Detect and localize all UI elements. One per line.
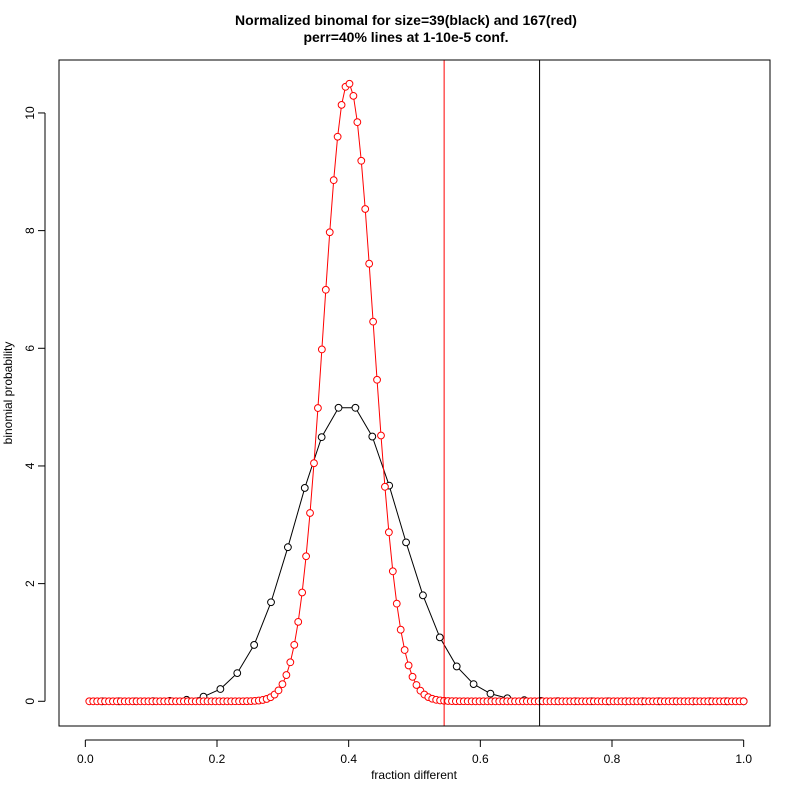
data-point — [298, 588, 307, 597]
x-axis: 0.0 0.2 0.4 0.6 0.8 1.0 — [77, 739, 752, 766]
data-point — [408, 672, 417, 681]
data-point — [381, 482, 389, 491]
x-tick-label: 0.0 — [77, 752, 94, 766]
data-point — [373, 375, 381, 384]
data-point — [357, 156, 366, 165]
data-point — [233, 669, 242, 678]
data-point — [317, 345, 326, 354]
series-line — [102, 407, 744, 702]
data-point — [361, 205, 370, 213]
series-1 — [85, 79, 748, 706]
data-point — [302, 552, 310, 561]
data-point — [300, 484, 309, 492]
y-tick-label: 6 — [23, 345, 37, 352]
data-point — [337, 100, 346, 109]
data-point — [365, 259, 374, 268]
data-point — [486, 689, 495, 698]
data-point — [321, 285, 330, 294]
data-point — [368, 432, 377, 441]
data-point — [739, 697, 748, 706]
data-point — [274, 686, 283, 695]
data-point — [216, 685, 225, 693]
data-point — [267, 598, 275, 607]
y-axis: 0 2 4 6 8 10 — [23, 106, 46, 705]
plot-frame — [58, 59, 771, 727]
data-point — [400, 646, 409, 654]
data-point — [349, 91, 358, 100]
data-point — [282, 671, 291, 679]
x-tick-label: 0.4 — [340, 752, 357, 766]
x-tick-label: 0.6 — [472, 752, 489, 766]
data-point — [345, 79, 354, 88]
data-point — [325, 228, 334, 237]
y-tick-label: 8 — [23, 227, 37, 234]
data-point — [351, 403, 360, 412]
data-point — [392, 599, 401, 608]
chart-title-line1: Normalized binomal for size=39(black) an… — [235, 12, 577, 28]
series-0 — [98, 403, 748, 706]
data-point — [435, 633, 444, 642]
data-point — [284, 543, 292, 552]
y-tick-label: 4 — [23, 462, 37, 469]
data-point — [306, 509, 314, 517]
data-point — [469, 680, 478, 689]
chart-title-line2: perr=40% lines at 1-10e-5 conf. — [303, 29, 508, 45]
data-point — [333, 132, 342, 141]
data-point — [250, 641, 259, 649]
data-point — [412, 681, 421, 689]
series-layer — [85, 79, 748, 706]
data-point — [452, 662, 461, 671]
y-tick-label: 2 — [23, 580, 37, 587]
data-point — [290, 640, 299, 649]
data-point — [369, 317, 378, 326]
data-point — [314, 404, 322, 412]
x-tick-label: 0.8 — [604, 752, 621, 766]
series-line — [89, 82, 744, 702]
data-point — [419, 591, 427, 600]
data-point — [294, 617, 303, 626]
data-point — [329, 176, 338, 185]
data-point — [384, 528, 393, 537]
data-point — [278, 680, 287, 689]
data-point — [334, 403, 343, 412]
y-axis-label: binomial probability — [1, 342, 15, 445]
x-tick-label: 1.0 — [735, 752, 752, 766]
x-tick-label: 0.2 — [209, 752, 226, 766]
data-point — [377, 431, 385, 440]
data-point — [388, 567, 397, 576]
data-point — [396, 625, 405, 634]
data-point — [404, 661, 413, 670]
data-point — [317, 433, 326, 442]
y-tick-label: 0 — [23, 698, 37, 705]
data-point — [353, 118, 362, 127]
x-axis-label: fraction different — [371, 768, 457, 782]
y-tick-label: 10 — [23, 106, 37, 120]
data-point — [310, 459, 318, 468]
data-point — [286, 658, 295, 667]
confidence-lines — [443, 60, 541, 726]
data-point — [402, 538, 410, 547]
